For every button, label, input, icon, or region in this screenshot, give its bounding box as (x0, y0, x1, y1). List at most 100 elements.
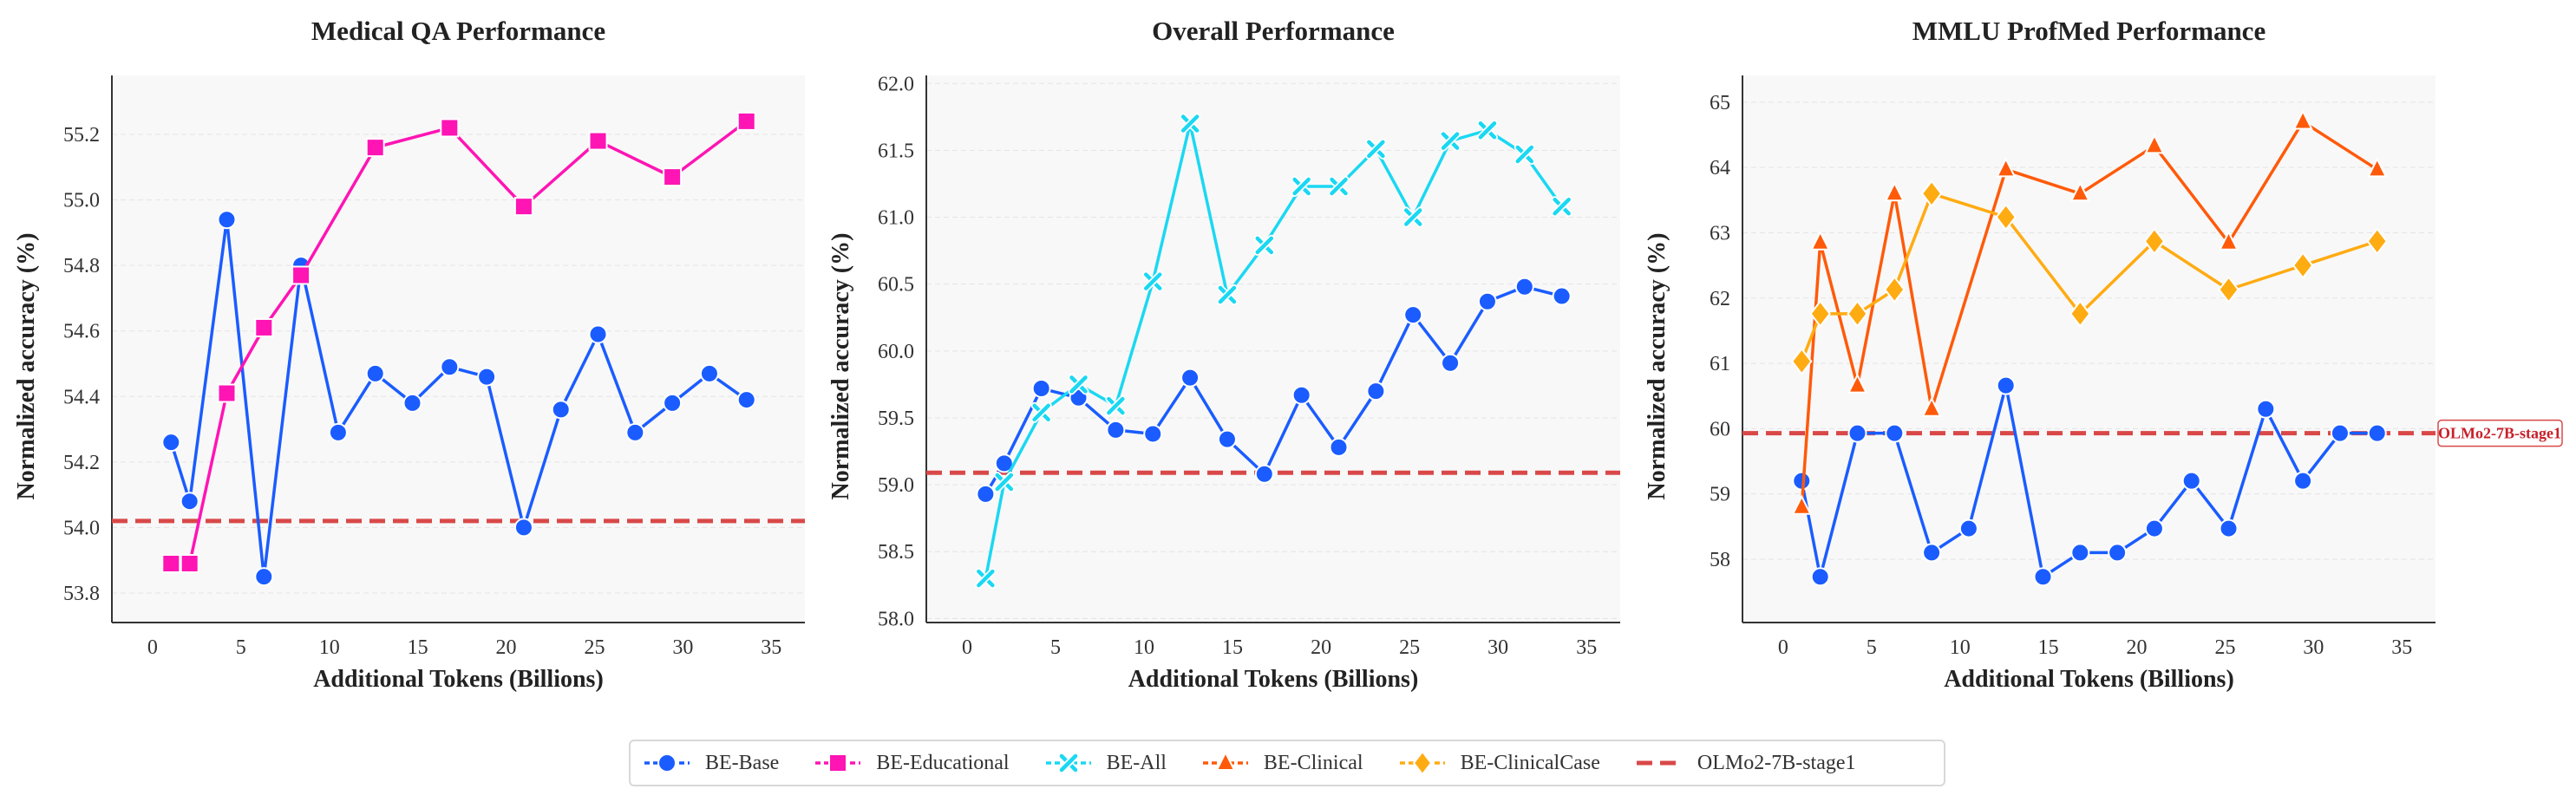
marker-stroke (977, 569, 995, 588)
data-point (365, 363, 385, 383)
data-point (588, 131, 608, 151)
data-point (2033, 567, 2053, 587)
data-point (1810, 230, 1831, 251)
plot-background (1742, 75, 2435, 623)
annotation-box (2437, 419, 2563, 447)
data-point (2181, 471, 2201, 491)
data-point (2069, 299, 2091, 328)
y-tick-label: 60 (1710, 418, 1730, 440)
x-tick-label: 0 (962, 636, 972, 659)
x-tick-label: 5 (236, 636, 246, 659)
data-point (1402, 206, 1424, 228)
data-point (1105, 395, 1127, 417)
legend-marker-x-icon (1045, 753, 1091, 773)
y-tick-label: 54.0 (63, 517, 100, 539)
y-tick-label: 64 (1710, 157, 1730, 179)
data-point (1920, 179, 1943, 208)
y-tick-label: 54.6 (63, 321, 100, 343)
y-tick-label: 55.2 (63, 124, 100, 147)
data-point (2069, 181, 2090, 202)
x-tick-label: 25 (584, 636, 605, 659)
x-tick-label: 0 (1778, 636, 1788, 659)
data-point (1809, 299, 1831, 328)
data-point (1106, 420, 1126, 440)
data-point (1477, 291, 1497, 311)
y-tick-label: 55.0 (63, 190, 100, 212)
data-point (2218, 276, 2239, 303)
data-point (1884, 181, 1905, 202)
y-axis-label: Normalized accuracy (%) (13, 233, 40, 500)
y-tick-label: 58 (1710, 549, 1730, 571)
data-point (2367, 423, 2387, 443)
chart-panel-3: MMLU ProfMed Performance Additional Token… (1644, 16, 2563, 693)
x-tick-label: 30 (1487, 636, 1508, 659)
data-point (1403, 305, 1423, 325)
legend-label: OLMo2-7B-stage1 (1697, 751, 1856, 774)
data-point (1995, 203, 2017, 231)
data-point (699, 363, 719, 383)
legend-marker-dashed-line-icon (1636, 760, 1682, 766)
legend-marker (828, 753, 848, 773)
data-point (2366, 227, 2388, 256)
marker-stroke (1255, 236, 1274, 255)
marker-stroke (1292, 177, 1311, 196)
data-point (1847, 299, 1868, 328)
series-be-base (976, 277, 1572, 504)
legend-marker-triangle-icon (1202, 750, 1248, 771)
data-point (2293, 471, 2313, 491)
plot-background (926, 75, 1620, 623)
legend-item-be-all: BE-All (1043, 750, 1167, 776)
marker-stroke (1107, 396, 1125, 415)
x-tick-label: 10 (1134, 636, 1154, 659)
data-point (2070, 543, 2090, 563)
data-point (1180, 368, 1200, 388)
y-tick-label: 59.0 (878, 474, 914, 497)
legend-item-be-clinical: BE-Clinical (1200, 750, 1363, 776)
data-point (2144, 518, 2164, 538)
data-point (2218, 230, 2239, 251)
marker-stroke (1478, 121, 1497, 140)
marker-stroke (1218, 285, 1237, 304)
data-point (1476, 120, 1498, 141)
chart-panel-2: Overall Performance Additional Tokens (Bi… (827, 16, 1620, 693)
y-tick-label: 61.5 (878, 140, 914, 162)
legend-marker (1057, 753, 1079, 773)
data-point (1254, 464, 1274, 484)
legend-marker-square-icon (815, 753, 861, 773)
y-tick-label: 65 (1710, 92, 1730, 114)
data-point (1810, 567, 1830, 587)
data-point (2292, 251, 2314, 280)
x-axis-label: Additional Tokens (Billions) (1128, 666, 1419, 693)
y-tick-label: 61.0 (878, 207, 914, 230)
data-point (1791, 347, 1813, 375)
data-point (1291, 385, 1311, 405)
y-tick-label: 54.2 (63, 452, 100, 474)
marker-stroke (1515, 145, 1534, 164)
data-point (1366, 381, 1386, 401)
data-point (1514, 277, 1534, 297)
legend-marker (1215, 750, 1236, 771)
legend-item-be-educational: BE-Educational (812, 750, 1010, 776)
data-point (1365, 138, 1387, 160)
data-point (1885, 423, 1905, 443)
data-point (2144, 134, 2165, 154)
series-be-clinicalcase (1791, 179, 2388, 375)
marker-stroke (1441, 132, 1460, 150)
series-be-educational (161, 111, 756, 573)
x-tick-label: 10 (319, 636, 340, 659)
x-tick-label: 5 (1050, 636, 1061, 659)
data-point (1958, 518, 1978, 538)
marker-stroke (1553, 197, 1571, 216)
data-point (291, 265, 311, 285)
data-point (161, 553, 181, 573)
y-tick-label: 59 (1710, 484, 1730, 506)
legend-label: BE-Clinical (1263, 751, 1363, 774)
data-point (1253, 234, 1275, 256)
data-point (477, 367, 497, 387)
legend-item-be-clinicalcase: BE-ClinicalCase (1396, 750, 1600, 776)
data-point (1143, 424, 1163, 444)
data-point (1441, 353, 1461, 373)
data-point (2219, 518, 2239, 538)
data-point (1329, 437, 1349, 457)
data-point (993, 472, 1015, 493)
